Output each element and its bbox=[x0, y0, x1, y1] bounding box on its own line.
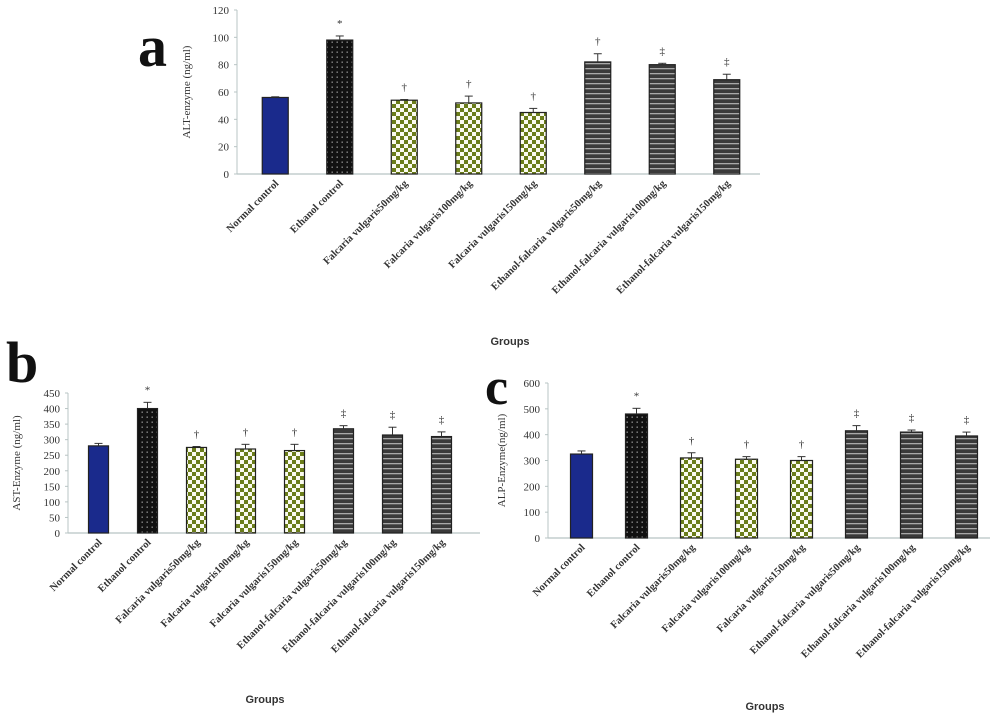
significance-marker: * bbox=[145, 384, 151, 396]
bar bbox=[136, 407, 159, 534]
bar bbox=[844, 430, 869, 539]
y-tick-label: 300 bbox=[524, 456, 541, 468]
significance-marker: † bbox=[194, 429, 200, 441]
panel-letter-b: b bbox=[6, 330, 38, 395]
y-tick-label: 200 bbox=[44, 466, 61, 478]
y-axis-label: ALT-enzyme (ng/ml) bbox=[181, 45, 193, 138]
x-axis-label: Groups bbox=[745, 701, 784, 713]
bar bbox=[234, 448, 257, 534]
x-tick-label: Ethanol control bbox=[289, 178, 346, 235]
bar bbox=[648, 64, 676, 175]
y-tick-label: 60 bbox=[218, 87, 230, 99]
bar bbox=[624, 413, 649, 539]
significance-marker: ‡ bbox=[390, 409, 396, 421]
bar bbox=[261, 96, 289, 175]
significance-marker: ‡ bbox=[341, 408, 347, 420]
y-tick-label: 250 bbox=[44, 450, 61, 462]
chart-panel-a: 0 20 40 60 80 100 120 ALT-enzyme (ng/ml) Normal … bbox=[181, 5, 760, 348]
y-tick-label: 80 bbox=[218, 60, 230, 72]
y-tick-label: 200 bbox=[524, 481, 541, 493]
significance-marker: ‡ bbox=[660, 45, 666, 57]
x-tick-label: Ethanol-falcaria vulgaris100mg/kg bbox=[800, 542, 919, 661]
bar bbox=[381, 434, 404, 534]
y-tick-label: 0 bbox=[224, 169, 230, 181]
significance-marker: † bbox=[799, 439, 805, 451]
panel-letter-c: c bbox=[485, 359, 508, 416]
y-tick-label: 100 bbox=[524, 507, 541, 519]
bar bbox=[734, 458, 759, 539]
y-tick-label: 0 bbox=[55, 528, 61, 540]
bar bbox=[713, 79, 741, 175]
significance-marker: * bbox=[634, 390, 640, 402]
bar bbox=[954, 435, 979, 539]
bar bbox=[390, 99, 418, 175]
y-tick-label: 0 bbox=[535, 533, 541, 545]
x-tick-label: Ethanol-falcaria vulgaris150mg/kg bbox=[615, 178, 734, 297]
x-tick-label: Ethanol-falcaria vulgaris50mg/kg bbox=[489, 178, 604, 293]
bar bbox=[679, 457, 704, 539]
significance-marker: † bbox=[595, 36, 601, 48]
bar bbox=[584, 61, 612, 175]
x-tick-label: Normal control bbox=[531, 542, 588, 599]
x-tick-label: Falcaria vulgaris150mg/kg bbox=[208, 537, 301, 630]
x-tick-label: Ethanol-falcaria vulgaris100mg/kg bbox=[550, 178, 669, 297]
bar bbox=[430, 435, 453, 534]
significance-marker: ‡ bbox=[909, 412, 915, 424]
y-tick-label: 500 bbox=[524, 404, 541, 416]
x-tick-label: Normal control bbox=[225, 178, 282, 235]
y-tick-label: 50 bbox=[49, 512, 61, 524]
significance-marker: ‡ bbox=[439, 414, 445, 426]
y-tick-label: 300 bbox=[44, 435, 61, 447]
y-tick-label: 120 bbox=[213, 5, 230, 17]
bar bbox=[569, 453, 594, 539]
bar bbox=[789, 459, 814, 539]
significance-marker: * bbox=[337, 18, 343, 30]
y-tick-label: 450 bbox=[44, 388, 61, 400]
x-tick-label: Normal control bbox=[48, 537, 105, 594]
significance-marker: ‡ bbox=[854, 408, 860, 420]
significance-marker: † bbox=[744, 439, 750, 451]
x-tick-label: Falcaria vulgaris150mg/kg bbox=[715, 542, 808, 635]
significance-marker: † bbox=[689, 435, 695, 447]
x-tick-label: Falcaria vulgaris100mg/kg bbox=[159, 537, 252, 630]
significance-marker: † bbox=[402, 82, 408, 94]
y-tick-label: 600 bbox=[524, 378, 541, 390]
x-tick-label: Ethanol-falcaria vulgaris150mg/kg bbox=[855, 542, 974, 661]
significance-marker: ‡ bbox=[964, 414, 970, 426]
bar bbox=[326, 39, 354, 175]
y-tick-label: 100 bbox=[44, 497, 61, 509]
significance-marker: † bbox=[243, 426, 249, 438]
y-axis-label: ALP-Enzyme(ng/ml) bbox=[496, 413, 508, 507]
significance-marker: ‡ bbox=[724, 56, 730, 68]
y-tick-label: 400 bbox=[44, 404, 61, 416]
panel-letter-a: a bbox=[138, 14, 167, 79]
y-tick-label: 100 bbox=[213, 32, 230, 44]
significance-marker: † bbox=[531, 90, 537, 102]
x-tick-label: Ethanol-falcaria vulgaris50mg/kg bbox=[748, 542, 863, 657]
bar bbox=[332, 428, 355, 534]
y-tick-label: 20 bbox=[218, 142, 230, 154]
y-tick-label: 150 bbox=[44, 481, 61, 493]
bar bbox=[455, 102, 483, 175]
x-axis-label: Groups bbox=[245, 694, 284, 706]
x-tick-label: Falcaria vulgaris100mg/kg bbox=[660, 542, 753, 635]
y-axis-label: AST-Enzyme (ng/ml) bbox=[11, 415, 23, 511]
chart-panel-b: 0 50 100 150 200 250 300 350 400 450 AST-Enzyme (n… bbox=[11, 384, 480, 706]
bar bbox=[283, 449, 306, 534]
bar bbox=[519, 111, 547, 175]
y-tick-label: 400 bbox=[524, 430, 541, 442]
y-tick-label: 350 bbox=[44, 419, 61, 431]
bar bbox=[87, 445, 110, 534]
chart-panel-c: 0 100 200 300 400 500 600 ALP-Enzyme(ng/ml) Norm… bbox=[496, 378, 990, 713]
y-tick-label: 40 bbox=[218, 114, 230, 126]
x-axis-label: Groups bbox=[490, 336, 529, 348]
significance-marker: † bbox=[466, 78, 472, 90]
x-tick-label: Ethanol control bbox=[585, 542, 642, 599]
bar bbox=[899, 431, 924, 539]
significance-marker: † bbox=[292, 426, 298, 438]
x-tick-label: Falcaria vulgaris50mg/kg bbox=[114, 537, 203, 626]
bar bbox=[185, 446, 208, 534]
